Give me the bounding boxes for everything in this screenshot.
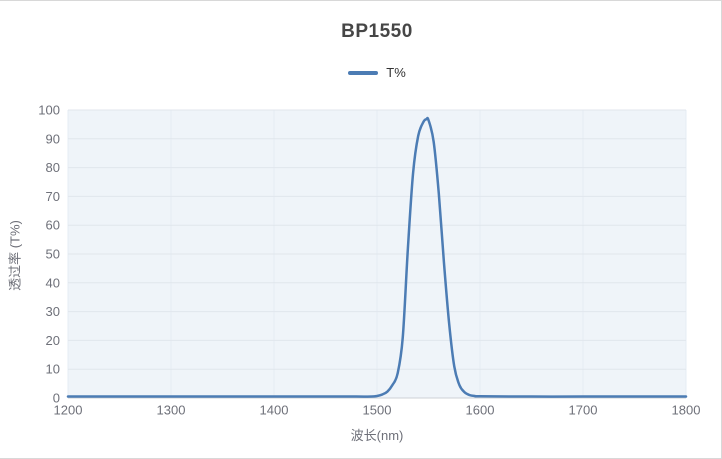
y-axis-title: 透过率 (T%) <box>7 220 23 291</box>
y-tick-label: 0 <box>53 391 60 406</box>
legend-line-swatch <box>348 70 379 75</box>
y-tick-label: 10 <box>46 362 60 377</box>
y-tick-label: 40 <box>46 275 60 290</box>
y-tick-label: 20 <box>46 333 60 348</box>
legend-item-t-percent[interactable]: T% <box>68 65 686 80</box>
y-tick-label: 50 <box>46 247 60 262</box>
x-tick-label: 1200 <box>54 403 83 418</box>
x-tick-label: 1700 <box>569 403 598 418</box>
x-tick-label: 1600 <box>466 403 495 418</box>
x-tick-label: 1500 <box>363 403 392 418</box>
y-tick-label: 90 <box>46 131 60 146</box>
x-axis-title: 波长(nm) <box>350 428 404 443</box>
y-tick-label: 100 <box>38 103 60 118</box>
y-tick-label: 60 <box>46 218 60 233</box>
x-tick-label: 1400 <box>260 403 289 418</box>
series-line-t-percent <box>66 116 688 398</box>
y-tick-label: 70 <box>46 189 60 204</box>
y-tick-label: 80 <box>46 160 60 175</box>
y-tick-label: 30 <box>46 304 60 319</box>
x-tick-label: 1300 <box>157 403 186 418</box>
chart-title: BP1550 <box>341 21 413 42</box>
x-tick-label: 1800 <box>672 403 701 418</box>
legend-label: T% <box>386 65 406 80</box>
